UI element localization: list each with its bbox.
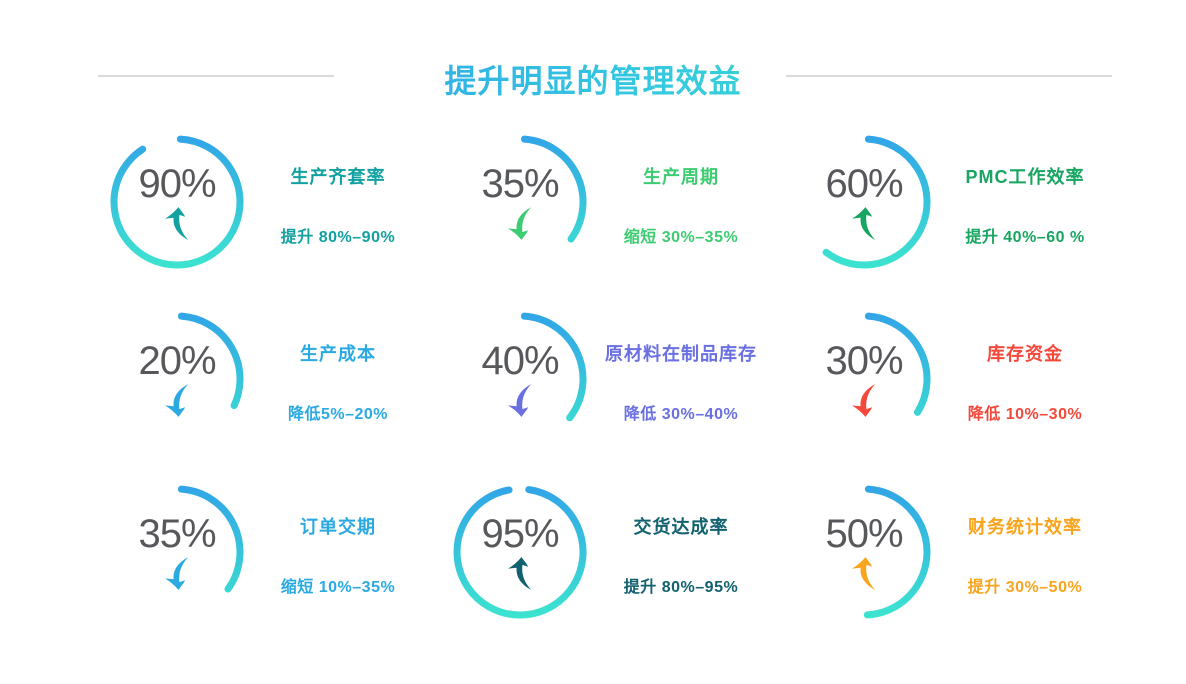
trend-down-icon (507, 384, 531, 417)
gauge-value: 95% (481, 512, 559, 556)
metric-title: 财务统计效率 (968, 517, 1082, 537)
gauge-textblock: 库存资金 降低 10%–30% (925, 340, 1125, 424)
gauge-value: 35% (481, 162, 559, 206)
page-title: 提升明显的管理效益 (0, 56, 1186, 102)
gauge-textblock: 生产周期 缩短 30%–35% (581, 163, 781, 247)
gauge-arc-icon (110, 135, 244, 269)
gauge-arc-icon (177, 312, 244, 410)
gauge-item: 35% 生产周期 缩短 30%–35% (443, 125, 783, 285)
gauge-ring: 90% (100, 125, 254, 279)
gauge-ring: 50% (787, 475, 941, 629)
trend-up-icon (507, 557, 531, 590)
metric-change: 提升 30%–50% (967, 579, 1083, 596)
gauge-arc-icon (863, 485, 931, 619)
gauge-arc-icon (864, 312, 931, 416)
gauge-textblock: 订单交期 缩短 10%–35% (238, 513, 438, 597)
gauge-item: 90% 生产齐套率 提升 80%–90% (100, 125, 440, 285)
gauge-textblock: 生产齐套率 提升 80%–90% (238, 163, 438, 247)
metric-title: 生产周期 (643, 167, 719, 187)
gauge-center: 95% (443, 475, 597, 629)
gauge-center: 40% (443, 302, 597, 456)
gauge-item: 20% 生产成本 降低5%–20% (100, 302, 440, 462)
gauge-value: 90% (138, 162, 216, 206)
trend-up-icon (164, 207, 188, 240)
trend-down-icon (507, 207, 531, 240)
metric-title: 原材料在制品库存 (605, 344, 757, 364)
gauge-value: 35% (138, 512, 216, 556)
gauge-center: 90% (100, 125, 254, 279)
gauge-textblock: 原材料在制品库存 降低 30%–40% (581, 340, 781, 424)
gauge-ring: 20% (100, 302, 254, 456)
metric-change: 降低5%–20% (287, 406, 389, 423)
gauge-item: 50% 财务统计效率 提升 30%–50% (787, 475, 1127, 635)
trend-down-icon (851, 384, 875, 417)
metric-change: 提升 80%–95% (623, 579, 739, 596)
metric-title: 生产齐套率 (290, 167, 386, 187)
metric-title: 库存资金 (987, 344, 1063, 364)
gauge-center: 35% (100, 475, 254, 629)
gauge-arc-icon (177, 485, 244, 593)
metric-title: 交货达成率 (633, 517, 729, 537)
title-divider-right (786, 75, 1112, 77)
gauge-textblock: 生产成本 降低5%–20% (238, 340, 438, 424)
metric-change: 降低 10%–30% (967, 406, 1083, 423)
gauge-ring: 35% (100, 475, 254, 629)
gauge-value: 20% (138, 339, 216, 383)
gauge-textblock: 交货达成率 提升 80%–95% (581, 513, 781, 597)
title-divider-left (98, 75, 334, 77)
gauge-ring: 35% (443, 125, 597, 279)
gauge-textblock: 财务统计效率 提升 30%–50% (925, 513, 1125, 597)
trend-up-icon (851, 207, 875, 240)
trend-down-icon (164, 557, 188, 590)
gauge-value: 30% (825, 339, 903, 383)
gauge-center: 30% (787, 302, 941, 456)
gauge-ring: 40% (443, 302, 597, 456)
gauge-arc-icon (520, 135, 587, 243)
gauge-arc-icon (520, 312, 587, 422)
metric-title: 生产成本 (300, 344, 376, 364)
gauge-center: 50% (787, 475, 941, 629)
metric-change: 缩短 10%–35% (280, 579, 396, 596)
metric-change: 降低 30%–40% (623, 406, 739, 423)
metric-title: PMC工作效率 (965, 167, 1085, 187)
metric-change: 缩短 30%–35% (623, 229, 739, 246)
trend-down-icon (164, 384, 188, 417)
gauge-center: 20% (100, 302, 254, 456)
gauge-value: 60% (825, 162, 903, 206)
gauge-arc-icon (453, 486, 587, 619)
gauge-item: 95% 交货达成率 提升 80%–95% (443, 475, 783, 635)
gauge-ring: 30% (787, 302, 941, 456)
gauge-item: 40% 原材料在制品库存 降低 30%–40% (443, 302, 783, 462)
trend-up-icon (851, 557, 875, 590)
gauge-center: 35% (443, 125, 597, 279)
gauge-arc-icon (822, 135, 931, 269)
gauge-value: 40% (481, 339, 559, 383)
metric-title: 订单交期 (300, 517, 376, 537)
gauge-value: 50% (825, 512, 903, 556)
gauge-item: 35% 订单交期 缩短 10%–35% (100, 475, 440, 635)
gauge-ring: 60% (787, 125, 941, 279)
gauge-textblock: PMC工作效率 提升 40%–60 % (925, 163, 1125, 247)
gauge-item: 30% 库存资金 降低 10%–30% (787, 302, 1127, 462)
gauge-item: 60% PMC工作效率 提升 40%–60 % (787, 125, 1127, 285)
metric-change: 提升 40%–60 % (965, 229, 1085, 246)
metric-change: 提升 80%–90% (280, 229, 396, 246)
gauge-ring: 95% (443, 475, 597, 629)
gauge-center: 60% (787, 125, 941, 279)
